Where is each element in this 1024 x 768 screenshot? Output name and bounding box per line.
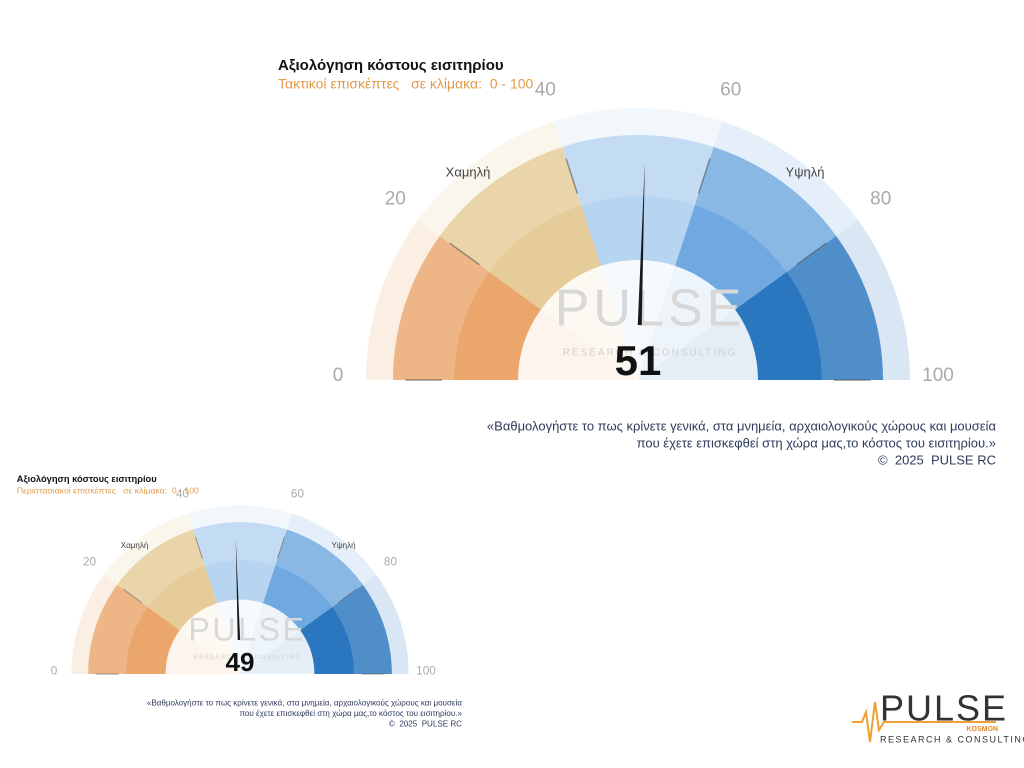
gauge-band-shade (193, 522, 287, 566)
tick-label: 60 (720, 80, 741, 101)
gauge-inner-band (540, 265, 638, 380)
gauge-band (675, 146, 837, 310)
copyright: © 2025 PULSE RC (389, 719, 462, 728)
tick-mark (796, 242, 827, 266)
gauge-inner-band (179, 603, 240, 674)
note-line: «Βαθμολογήστε το πως κρίνετε γενικά, στα… (147, 698, 462, 707)
watermark-tagline: RESEARCH & CONSULTING (193, 654, 301, 661)
gauge-band (562, 134, 714, 266)
watermark-name: PULSE (188, 611, 306, 647)
tick-mark (697, 158, 711, 194)
gauge-band-shade (694, 146, 837, 272)
watermark-tagline: RESEARCH & CONSULTING (563, 348, 738, 359)
gauge-band (393, 235, 541, 380)
logo-sub: KOSMON (967, 726, 999, 733)
gauge-band-shade (88, 584, 148, 674)
logo-pulse-line (852, 701, 996, 743)
gauge-outer-band (286, 513, 377, 585)
low-label: Χαμηλή (121, 541, 149, 550)
gauge-outer-band (713, 121, 859, 236)
tick-mark (122, 588, 142, 603)
gauge-band-shade (332, 584, 392, 674)
chart-title: Αξιολόγηση κόστους εισιτηρίου (278, 57, 504, 74)
tick-label: 100 (922, 365, 954, 386)
chart-title: Αξιολόγηση κόστους εισιτηρίου (17, 474, 157, 484)
gauge-band-shade (562, 134, 714, 206)
logo-name: PULSE (880, 688, 1008, 729)
needle (637, 162, 645, 326)
chart-subtitle: Περιστασιακοί επισκέπτες σε κλίμακα: 0 -… (17, 485, 199, 495)
gauge-inner-band (638, 265, 736, 380)
gauge-inner-band (638, 309, 758, 380)
gauge-band-shade (117, 529, 205, 608)
gauge: PULSE RESEARCH & CONSULTING 0 20 40 60 80 100 Χα… (278, 57, 996, 467)
gauge-band (439, 146, 601, 310)
needle (235, 538, 241, 640)
gauge-band (193, 522, 287, 604)
watermark-name: PULSE (555, 280, 746, 338)
tick-label: 60 (291, 488, 305, 501)
tick-label: 80 (870, 189, 891, 210)
low-label: Χαμηλή (446, 164, 491, 179)
gauge-band-shade (393, 235, 490, 380)
gauge-band-shade (439, 146, 582, 272)
gauge-outer-band (71, 574, 118, 674)
gauge-band (735, 235, 883, 380)
gauge-inner-band (165, 630, 240, 674)
tick-mark (194, 536, 203, 559)
tick-label: 100 (416, 665, 436, 678)
note-line: «Βαθμολογήστε το πως κρίνετε γενικά, στα… (487, 418, 997, 433)
tick-mark (565, 158, 579, 194)
gauge-outer-band (366, 220, 440, 380)
tick-mark (449, 242, 480, 266)
gauge-outer-band (836, 220, 910, 380)
gauge-band (88, 584, 180, 674)
tick-label: 0 (51, 665, 58, 678)
gauge-band (117, 529, 218, 631)
logo-tagline: RESEARCH & CONSULTING (880, 734, 1024, 744)
gauge-inner-band (518, 309, 638, 380)
gauge-outer-band (553, 108, 723, 147)
chart-subtitle: Τακτικοί επισκέπτες σε κλίμακα: 0 - 100 (278, 76, 534, 92)
value-label: 49 (226, 647, 255, 677)
tick-label: 20 (385, 189, 406, 210)
tick-mark (277, 536, 286, 559)
gauge-outer-band (103, 513, 194, 585)
tick-label: 80 (384, 555, 398, 568)
copyright: © 2025 PULSE RC (878, 452, 996, 467)
gauge: PULSE RESEARCH & CONSULTING 0 20 40 60 80 100 Χα… (17, 474, 463, 729)
gauge-band-shade (786, 235, 883, 380)
note-line: που έχετε επισκεφθεί στη χώρα μας,το κόσ… (637, 435, 996, 450)
gauge-band (262, 529, 363, 631)
note-line: που έχετε επισκεφθεί στη χώρα μας,το κόσ… (239, 709, 462, 718)
gauge-outer-band (417, 121, 563, 236)
gauge-band (300, 584, 392, 674)
tick-mark (338, 588, 358, 603)
high-label: Υψηλή (786, 164, 825, 179)
gauge-inner-band (240, 603, 301, 674)
gauge-outer-band (362, 574, 409, 674)
high-label: Υψηλή (332, 541, 356, 550)
gauge-band-shade (275, 529, 363, 608)
tick-label: 40 (535, 80, 556, 101)
gauge-outer-band (187, 505, 293, 530)
tick-label: 40 (176, 488, 190, 501)
value-label: 51 (615, 337, 662, 384)
tick-label: 20 (83, 555, 97, 568)
tick-label: 0 (333, 365, 344, 386)
gauge-inner-band (240, 630, 315, 674)
logo: PULSE KOSMON RESEARCH & CONSULTING (852, 688, 1024, 744)
